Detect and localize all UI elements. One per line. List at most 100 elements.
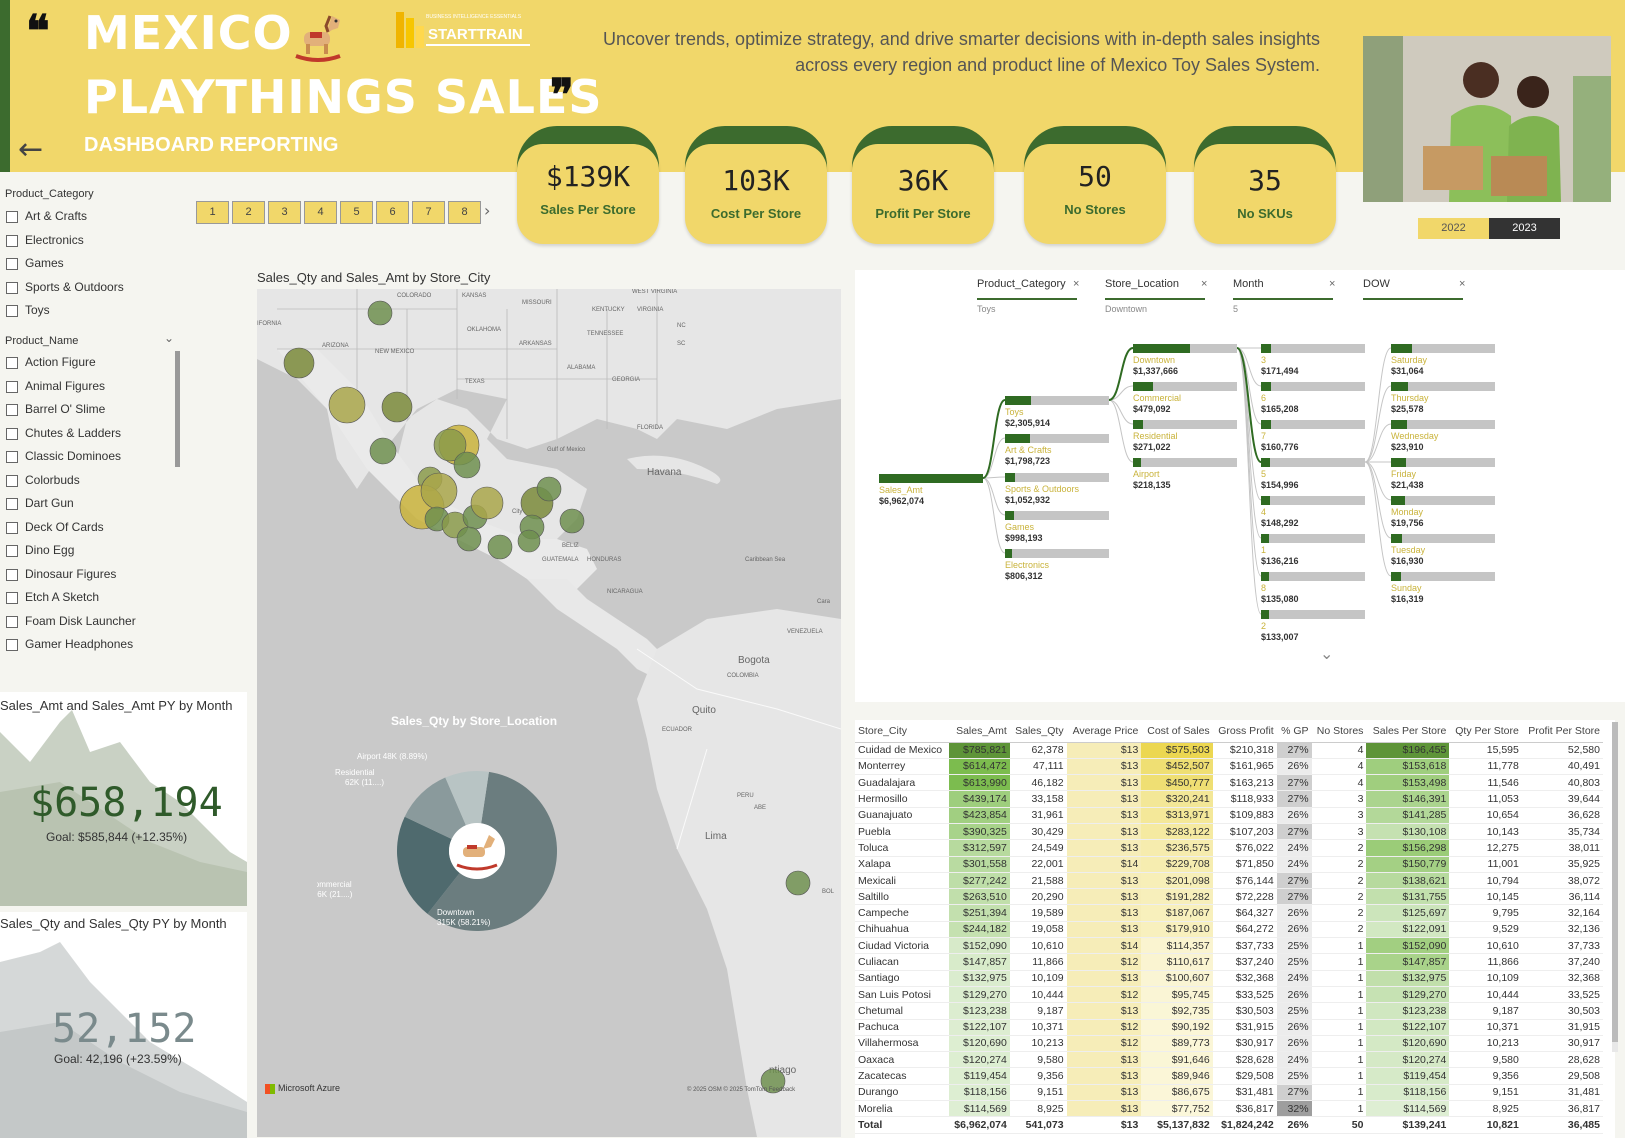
checkbox[interactable] <box>6 211 18 223</box>
city-bubble[interactable] <box>760 1068 786 1094</box>
checkbox[interactable] <box>6 357 18 369</box>
page-7-button[interactable]: 7 <box>412 201 445 224</box>
table-row[interactable]: Puebla $390,325 30,429 $13 $283,122 $107,203 2… <box>855 823 1603 841</box>
checkbox[interactable] <box>6 474 18 487</box>
checkbox[interactable] <box>6 521 18 534</box>
table-cell: 19,589 <box>1009 904 1067 922</box>
page-1-button[interactable]: 1 <box>196 201 229 224</box>
column-header[interactable]: Gross Profit <box>1212 720 1277 743</box>
table-row[interactable]: Saltillo $263,510 20,290 $13 $191,282 $72,228… <box>855 888 1603 906</box>
column-header[interactable]: Cost of Sales <box>1141 720 1213 743</box>
column-header[interactable]: Sales_Qty <box>1009 720 1067 743</box>
table-scrollbar-thumb[interactable] <box>1612 722 1618 1042</box>
city-bubble[interactable] <box>453 451 481 479</box>
page-4-button[interactable]: 4 <box>304 201 337 224</box>
checkbox[interactable] <box>6 615 18 628</box>
checkbox[interactable] <box>6 404 18 416</box>
table-row[interactable]: Oaxaca $120,274 9,580 $13 $91,646 $28,628 24% 1… <box>855 1051 1603 1069</box>
checkbox[interactable] <box>6 639 18 651</box>
city-bubble[interactable] <box>369 437 397 465</box>
city-bubble[interactable] <box>456 526 482 552</box>
donut-slice-downtown[interactable] <box>427 771 557 931</box>
table-row[interactable]: Mexicali $277,242 21,588 $13 $201,098 $76,144… <box>855 872 1603 890</box>
city-bubble[interactable] <box>785 870 811 896</box>
table-cell: $32,368 <box>1212 970 1277 987</box>
city-bubble[interactable] <box>283 347 315 379</box>
city-bubble[interactable] <box>487 534 513 560</box>
column-header[interactable]: Sales Per Store <box>1366 720 1450 743</box>
map-attribution[interactable]: © 2025 OSM © 2025 TomTom Feedback <box>687 1087 796 1093</box>
year-2023-button[interactable]: 2023 <box>1489 218 1560 239</box>
table-row[interactable]: Santiago $132,975 10,109 $13 $100,607 $32,368… <box>855 970 1603 987</box>
column-header[interactable]: Store_City <box>855 720 949 743</box>
city-bubble[interactable] <box>470 486 504 520</box>
checkbox[interactable] <box>6 545 18 557</box>
close-icon[interactable]: × <box>1329 278 1336 290</box>
checkbox[interactable] <box>6 568 18 581</box>
chevron-right-icon[interactable]: › <box>484 201 491 220</box>
column-header[interactable]: Sales_Amt <box>948 720 1010 743</box>
column-header[interactable]: No Stores <box>1311 720 1367 743</box>
slicer-scrollbar[interactable] <box>175 351 180 467</box>
column-header[interactable]: % GP <box>1276 720 1312 743</box>
table-row[interactable]: Morelia $114,569 8,925 $13 $77,752 $36,817 32%… <box>855 1100 1603 1118</box>
table-row[interactable]: Pachuca $122,107 10,371 $12 $90,192 $31,915 26… <box>855 1019 1603 1036</box>
close-icon[interactable]: × <box>1201 278 1208 290</box>
donut-slice-commercial[interactable] <box>397 816 460 914</box>
table-row[interactable]: Durango $118,156 9,151 $13 $86,675 $31,481 27%… <box>855 1084 1603 1102</box>
column-header[interactable]: Profit Per Store <box>1521 720 1603 743</box>
back-arrow-icon[interactable]: ← <box>18 132 44 167</box>
checkbox[interactable] <box>6 234 18 247</box>
sales-map[interactable]: COLORADO KANSAS MISSOURI KENTUCKY VIRGINIA WE… <box>257 289 841 1137</box>
close-icon[interactable]: × <box>1459 278 1466 290</box>
page-5-button[interactable]: 5 <box>340 201 373 224</box>
donut-slice-residential[interactable] <box>404 777 466 839</box>
table-row[interactable]: San Luis Potosi $129,270 10,444 $12 $95,745 $… <box>855 986 1603 1004</box>
city-bubble[interactable] <box>381 391 413 423</box>
table-row[interactable]: Zacatecas $119,454 9,356 $13 $89,946 $29,508 2… <box>855 1067 1603 1085</box>
table-row[interactable]: Monterrey $614,472 47,111 $13 $452,507 $161,9… <box>855 758 1603 776</box>
page-2-button[interactable]: 2 <box>232 201 265 224</box>
table-row[interactable]: Villahermosa $120,690 10,213 $12 $89,773 $30,… <box>855 1035 1603 1053</box>
checkbox[interactable] <box>6 281 18 294</box>
city-bubble[interactable] <box>559 508 585 534</box>
chevron-down-icon[interactable]: ⌄ <box>164 331 175 345</box>
page-3-button[interactable]: 3 <box>268 201 301 224</box>
table-row[interactable]: Guanajuato $423,854 31,961 $13 $313,971 $109,… <box>855 807 1603 824</box>
table-row[interactable]: Chihuahua $244,182 19,058 $13 $179,910 $64,27… <box>855 921 1603 939</box>
checkbox[interactable] <box>6 380 18 393</box>
table-row[interactable]: Xalapa $301,558 22,001 $14 $229,708 $71,850 24… <box>855 856 1603 873</box>
city-bubble[interactable] <box>420 472 458 510</box>
checkbox[interactable] <box>6 498 18 510</box>
city-bubble[interactable] <box>536 476 562 502</box>
table-row[interactable]: Cuidad de Mexico $785,821 62,378 $13 $575,50… <box>855 742 1603 759</box>
table-row[interactable]: Toluca $312,597 24,549 $13 $236,575 $76,022 24… <box>855 839 1603 857</box>
checkbox[interactable] <box>6 592 18 604</box>
page-8-button[interactable]: 8 <box>448 201 481 224</box>
table-row[interactable]: Culiacan $147,857 11,866 $12 $110,617 $37,240… <box>855 953 1603 971</box>
table-row[interactable]: Hermosillo $439,174 33,158 $13 $320,241 $118,… <box>855 790 1603 808</box>
column-header[interactable]: Qty Per Store <box>1449 720 1522 743</box>
city-bubble[interactable] <box>328 386 366 424</box>
checkbox[interactable] <box>6 427 18 440</box>
expand-down-icon[interactable]: ⌄ <box>1320 644 1334 663</box>
table-row[interactable]: Campeche $251,394 19,589 $13 $187,067 $64,327… <box>855 904 1603 922</box>
table-row[interactable]: Chetumal $123,238 9,187 $13 $92,735 $30,503 25… <box>855 1002 1603 1020</box>
table-cell: 4 <box>1311 774 1367 792</box>
city-bubble[interactable] <box>367 300 393 326</box>
checkbox[interactable] <box>6 305 18 317</box>
table-cell: 11,866 <box>1449 953 1522 971</box>
page-6-button[interactable]: 6 <box>376 201 409 224</box>
column-header[interactable]: Average Price <box>1066 720 1142 743</box>
table-cell: $114,357 <box>1141 937 1213 955</box>
city-bubble[interactable] <box>517 529 541 553</box>
checkbox[interactable] <box>6 258 18 270</box>
close-icon[interactable]: × <box>1073 278 1080 290</box>
year-2022-button[interactable]: 2022 <box>1418 218 1489 239</box>
table-row[interactable]: Ciudad Victoria $152,090 10,610 $14 $114,357… <box>855 937 1603 955</box>
checkbox[interactable] <box>6 451 18 463</box>
decomposition-tree[interactable]: Product_Category × Toys Store_Location × Down… <box>855 270 1625 702</box>
city-bubble[interactable] <box>433 428 467 462</box>
donut-slice-airport[interactable] <box>445 771 489 826</box>
table-row[interactable]: Guadalajara $613,990 46,182 $13 $450,777 $163… <box>855 774 1603 792</box>
